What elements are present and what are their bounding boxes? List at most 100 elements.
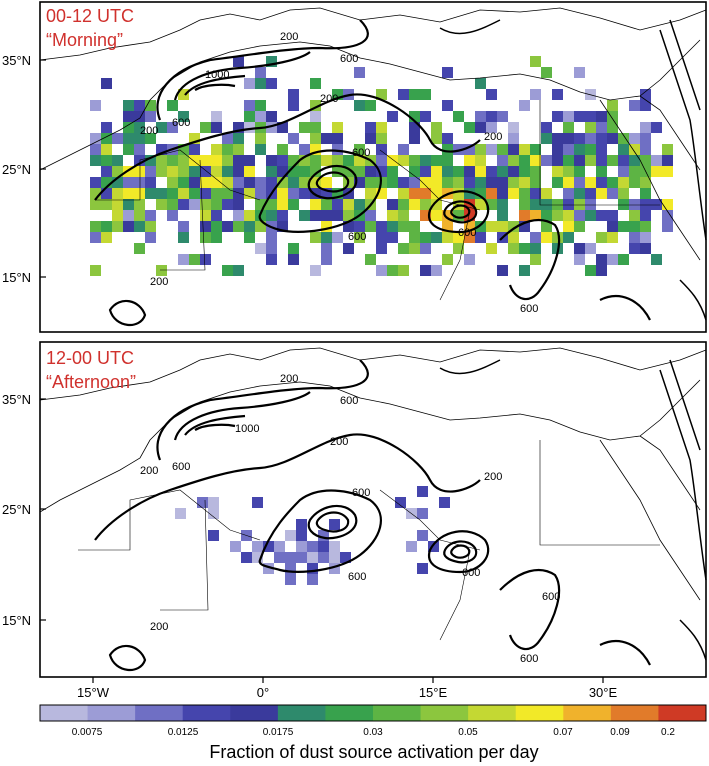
activation-cell [508,188,519,199]
activation-cell [134,100,145,111]
activation-cell [255,221,266,232]
activation-cell [662,144,673,155]
activation-cell [420,188,431,199]
activation-cell [618,155,629,166]
activation-cell [222,155,233,166]
activation-cell [431,265,442,276]
panel-title-label: “Morning” [46,30,123,50]
activation-cell [530,177,541,188]
activation-cell [277,166,288,177]
activation-cell [288,254,299,265]
activation-cell [376,133,387,144]
activation-cell [453,144,464,155]
activation-cell [486,177,497,188]
activation-cell [376,144,387,155]
activation-cell [145,155,156,166]
activation-cell [332,232,343,243]
activation-cell [244,210,255,221]
activation-cell [178,177,189,188]
activation-cell [552,155,563,166]
activation-cell [387,155,398,166]
lat-label-25n: 25°N [2,162,31,177]
lat-axis: 35°N 25°N 15°N [2,53,46,285]
activation-cell [442,133,453,144]
svg-text:200: 200 [150,276,168,288]
activation-cell [101,155,112,166]
activation-cell [541,221,552,232]
activation-cell [310,232,321,243]
activation-cell [651,122,662,133]
activation-cell [618,199,629,210]
activation-cell [406,541,417,552]
activation-cell [145,177,156,188]
activation-cell [134,144,145,155]
activation-cell [211,199,222,210]
activation-cell [310,78,321,89]
activation-cell [211,221,222,232]
activation-cell [629,166,640,177]
activation-cell [662,210,673,221]
activation-cell [252,541,263,552]
activation-cell [211,177,222,188]
activation-cell [90,133,101,144]
activation-cell [244,155,255,166]
activation-cell [332,144,343,155]
activation-cell [442,254,453,265]
activation-cell [288,199,299,210]
activation-cell [365,210,376,221]
activation-cell [563,144,574,155]
activation-cell [145,100,156,111]
activation-cell [255,243,266,254]
activation-cell [90,265,101,276]
activation-cell [189,144,200,155]
activation-cell [574,210,585,221]
activation-cell [296,541,307,552]
svg-text:600: 600 [520,303,538,315]
activation-cell [519,210,530,221]
activation-cell [277,122,288,133]
activation-cell [263,541,274,552]
colorbar-swatch [87,705,136,721]
activation-cell [519,188,530,199]
activation-cell [343,166,354,177]
activation-cell [409,188,420,199]
activation-cell [453,111,464,122]
activation-cell [431,210,442,221]
colorbar-tick: 0.0125 [168,727,199,738]
activation-cell [178,254,189,265]
svg-text:1000: 1000 [235,423,259,435]
lon-label-30e: 30°E [589,685,618,700]
activation-cell [574,221,585,232]
activation-cell [134,243,145,254]
activation-cell [519,221,530,232]
svg-text:600: 600 [520,653,538,665]
activation-cell [299,188,310,199]
activation-cell [574,188,585,199]
activation-cell [101,133,112,144]
activation-cell [629,232,640,243]
activation-cell [90,155,101,166]
activation-cell [464,166,475,177]
activation-cell [134,133,145,144]
activation-cell [318,552,329,563]
activation-cell [497,177,508,188]
activation-cell [112,221,123,232]
lat-label-25n: 25°N [2,502,31,517]
activation-cell [343,155,354,166]
activation-cell [307,541,318,552]
activation-cell [230,541,241,552]
activation-cell [497,265,508,276]
activation-cell [354,166,365,177]
activation-cell [464,232,475,243]
activation-cell [541,199,552,210]
activation-cell [233,188,244,199]
activation-cell [475,188,486,199]
activation-cell [409,122,420,133]
activation-cell [442,177,453,188]
activation-cell [112,199,123,210]
activation-cell [200,122,211,133]
activation-cell [156,166,167,177]
activation-cell [607,133,618,144]
activation-cell [376,232,387,243]
activation-cell [211,166,222,177]
